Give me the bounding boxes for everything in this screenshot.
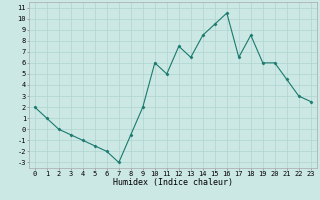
X-axis label: Humidex (Indice chaleur): Humidex (Indice chaleur) <box>113 178 233 187</box>
